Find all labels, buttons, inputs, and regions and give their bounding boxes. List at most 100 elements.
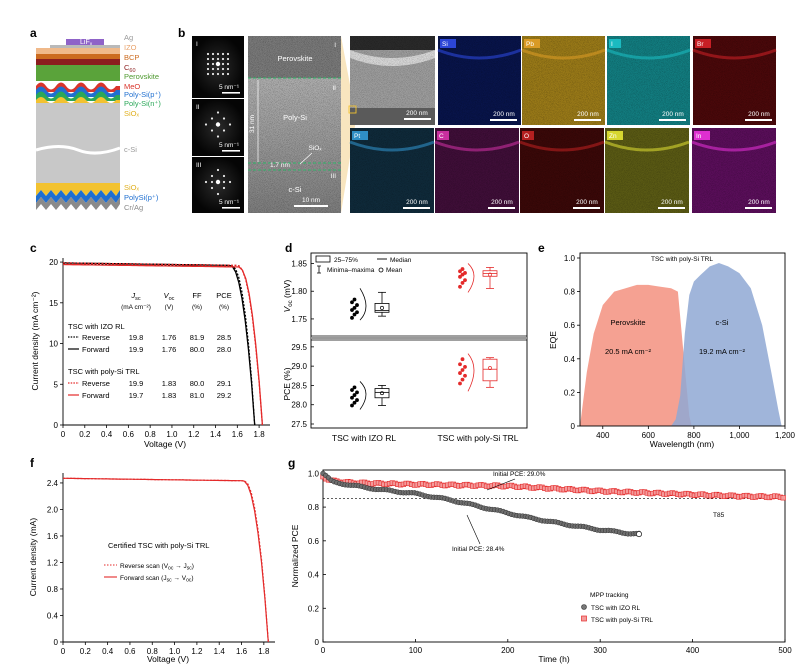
eds-map-band: [437, 48, 522, 60]
eds-scale-label: 200 nm: [491, 199, 513, 206]
c-x-tick-label: 1.4: [210, 430, 222, 439]
eds-scale-bar: [573, 207, 600, 209]
fft-spot: [221, 57, 225, 61]
fft-spot: [226, 57, 230, 61]
fft-spot: [216, 67, 220, 71]
c-curve-izo-rl-forward: [63, 262, 256, 426]
d-bottom-point: [460, 357, 465, 362]
fft-spot: [210, 180, 214, 184]
f-y-label: Current density (mA): [28, 518, 38, 597]
fft-scale-label: 5 nm⁻¹: [219, 142, 240, 149]
fft-center-spot: [215, 179, 221, 185]
eds-map-band: [691, 140, 777, 152]
c-row-pce: 28.5: [217, 333, 232, 342]
eds-scale-bar: [659, 119, 686, 121]
d-split-gap: [311, 337, 527, 339]
c-unit-voc: (V): [165, 304, 174, 311]
fft-spot: [221, 67, 225, 71]
fft-spot: [210, 117, 214, 120]
d-top-point: [350, 300, 354, 305]
panel-label-c: c: [30, 241, 37, 255]
c-head-voc: Voc: [164, 291, 175, 302]
c-y-tick-label: 15: [49, 299, 58, 308]
layer-label-lif: LiFx: [80, 39, 93, 48]
c-group-polysi: TSC with poly-Si TRL: [68, 367, 140, 376]
fft-spot: [211, 72, 215, 76]
f-curve-reverse-scan: [63, 477, 269, 643]
d-top-density: [359, 288, 367, 321]
g-t85-label: T85: [713, 512, 725, 519]
d-x-cat-polysi: TSC with poly-Si TRL: [437, 433, 518, 443]
eds-scale-label: 200 nm: [661, 199, 683, 206]
e-area-c-si: [671, 263, 782, 426]
eds-map-texture: [522, 36, 605, 125]
fft-spot: [211, 52, 215, 56]
eds-element-label: I: [611, 41, 613, 48]
e-ticks: 400 600 800 1,000 1,200 0 0.2 0.4 0.6 0.8 1.0: [564, 254, 796, 440]
label-izo: IZO: [124, 43, 137, 52]
d-top-point: [350, 315, 354, 320]
panel-f-certified: 0 0.2 0.4 0.6 0.8 1.0 1.2 1.4 1.6 1.8 0 0.4 0.8 1.2 1.…: [28, 473, 275, 664]
eds-map-texture: [438, 36, 521, 125]
d-bottom-point: [355, 390, 359, 395]
fft-spot: [221, 72, 225, 76]
e-y-tick-label: 0: [571, 422, 576, 431]
g-legend-marker-polysi: [581, 615, 587, 622]
label-bcp: BCP: [124, 53, 139, 62]
d-bottom-point: [352, 385, 357, 390]
e-area-perovskite: [580, 284, 692, 426]
d-bottom-point: [463, 365, 467, 369]
c-y-tick-label: 5: [54, 380, 59, 389]
tem-scale-label: 10 nm: [302, 197, 320, 204]
eds-scale-bar: [490, 119, 517, 121]
f-curves: [63, 477, 269, 643]
tem-cross-section: Perovskite Poly-Si SiOₓ c-Si 31 nm 1.7 n…: [248, 36, 341, 213]
fft-panel: [192, 157, 244, 213]
d-bottom-point: [458, 381, 462, 386]
eds-scale-label: 200 nm: [662, 111, 684, 118]
eds-element-tag: [440, 39, 456, 48]
c-row-label: Reverse: [82, 379, 110, 388]
label-ag: Ag: [124, 33, 133, 42]
fft-spot: [216, 168, 220, 172]
c-unit-ff: (%): [192, 304, 202, 311]
tem-label-polysi: Poly-Si: [283, 113, 307, 122]
fft-label: III: [196, 162, 202, 169]
d-bottom-y-tick-label: 29.0: [291, 362, 307, 371]
c-x-tick-label: 1.6: [232, 430, 244, 439]
f-y-tick-label: 2.4: [47, 479, 59, 488]
fft-spot: [211, 67, 215, 71]
layer-ag: [50, 45, 120, 48]
eds-scale-label: 200 nm: [493, 111, 515, 118]
tem-region-iii: III: [331, 173, 337, 180]
g-ticks: 0 100 200 300 400 500 0 0.2 0.4 0.6 0.8 1.0: [308, 469, 792, 655]
c-head-ff: FF: [192, 291, 202, 300]
haadf-image: 200 nm: [348, 36, 435, 125]
c-row-jsc: 19.7: [129, 391, 144, 400]
fft-spot: [206, 67, 210, 71]
f-y-tick-label: 0.4: [47, 611, 59, 620]
fft-label: I: [196, 41, 198, 48]
c-curve-izo-rl-reverse: [63, 263, 256, 426]
c-x-tick-label: 0.4: [101, 430, 113, 439]
c-row-pce: 29.2: [217, 391, 232, 400]
panel-label-f: f: [30, 456, 35, 470]
d-bottom-point: [352, 400, 357, 405]
c-row-jsc: 19.8: [129, 333, 144, 342]
layer-c-si: [36, 103, 120, 183]
d-top-point: [352, 305, 357, 310]
d-top-point: [460, 267, 465, 271]
eds-map-band: [434, 140, 520, 152]
d-top-point: [458, 269, 462, 274]
c-curve-poly-si-trl-forward: [62, 263, 264, 426]
fft-scale-bar: [222, 150, 240, 152]
d-top-point: [458, 284, 462, 289]
c-row-label: Forward: [82, 345, 110, 354]
c-table: Jsc Voc FF PCE (mA cm⁻²) (V) (%) (%) TSC…: [68, 291, 232, 400]
g-initial-black: Initial PCE: 28.4%: [452, 546, 505, 553]
c-row-ff: 81.9: [190, 333, 205, 342]
e-x-tick-label: 600: [642, 431, 656, 440]
e-y-tick-label: 1.0: [564, 254, 576, 263]
